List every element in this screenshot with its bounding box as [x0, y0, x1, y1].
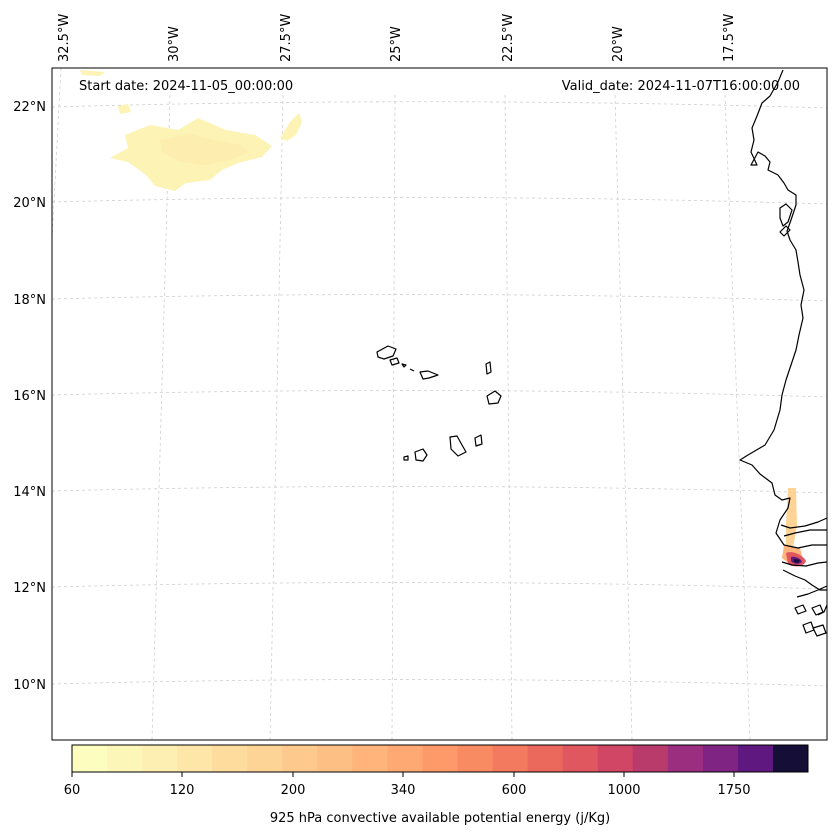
grid-lat-14	[51, 486, 828, 494]
colorbar-swatch	[772, 745, 809, 772]
island-santiago	[449, 435, 467, 457]
lat-label: 20°N	[13, 196, 46, 211]
lon-label: 17.5°W	[722, 14, 737, 62]
graticule	[51, 67, 828, 741]
colorbar-tick-label: 1750	[717, 783, 750, 798]
colorbar-tick-label: 120	[170, 783, 195, 798]
grid-lat-20	[51, 197, 828, 205]
cape-patch-east	[280, 113, 302, 141]
island-sao-nicolau	[409, 368, 439, 380]
colorbar-tick-label: 60	[64, 783, 81, 798]
cape-hotspot-core	[794, 559, 800, 563]
lat-label: 18°N	[13, 293, 46, 308]
colorbar-swatch	[142, 745, 178, 772]
lat-label: 22°N	[13, 100, 46, 115]
colorbar-tick-label: 340	[391, 783, 416, 798]
coast-dakhla-peninsula	[779, 203, 793, 227]
colorbar-swatch	[352, 745, 388, 772]
lon-labels: 32.5°W 30°W 27.5°W 25°W 22.5°W 20°W 17.5…	[57, 14, 737, 62]
lat-label: 10°N	[13, 678, 46, 693]
start-date-label: Start date: 2024-11-05_00:00:00	[79, 79, 293, 94]
valid-date-label: Valid_date: 2024-11-07T16:00:00.00	[562, 79, 800, 94]
colorbar-swatch	[597, 745, 634, 772]
lat-label: 14°N	[13, 485, 46, 500]
colorbar-swatch	[667, 745, 704, 772]
coast-dakhla-tip	[779, 225, 791, 237]
cape-patch-northwest	[80, 70, 105, 76]
colorbar-swatch	[107, 745, 143, 772]
lon-label: 22.5°W	[501, 14, 516, 62]
coast-guinea-bissau-1	[782, 569, 827, 591]
coastlines	[376, 69, 828, 637]
coast-africa-north	[739, 69, 827, 549]
island-maio	[474, 434, 483, 447]
coast-gambia-south	[783, 529, 827, 537]
colorbar-swatch	[527, 745, 564, 772]
colorbar-swatch	[632, 745, 669, 772]
coast-gambia-river	[780, 517, 828, 529]
grid-lat-10	[51, 679, 828, 687]
lon-label: 30°W	[167, 26, 182, 62]
coast-guinea-bissau-2	[796, 585, 828, 598]
grid-lon-32-5	[51, 67, 62, 241]
cape-patch-main-core	[160, 134, 250, 165]
colorbar-swatch	[247, 745, 283, 772]
colorbar-swatch	[702, 745, 739, 772]
island-santo-antao	[376, 345, 397, 360]
grid-lat-18	[51, 294, 828, 302]
cape-field	[80, 70, 806, 567]
island-santa-luzia	[401, 363, 407, 368]
colorbar-swatch	[492, 745, 529, 772]
colorbar-swatch	[457, 745, 494, 772]
island-boa-vista	[486, 390, 502, 405]
grid-lat-16	[51, 390, 828, 398]
island-brava	[403, 455, 409, 461]
coast-island-b4	[812, 624, 827, 637]
island-sal	[485, 361, 492, 375]
grid-lat-12	[51, 582, 828, 590]
island-sao-vicente	[389, 357, 400, 366]
colorbar-swatch	[72, 745, 108, 772]
cape-patch-small	[118, 104, 131, 114]
lon-label: 20°W	[611, 26, 626, 62]
colorbar-swatch	[387, 745, 423, 772]
coast-guinea	[817, 604, 828, 616]
lat-labels: 22°N 20°N 18°N 16°N 14°N 12°N 10°N	[13, 100, 46, 693]
coast-casamance	[781, 561, 828, 567]
colorbar-swatch	[282, 745, 318, 772]
island-fogo	[414, 448, 428, 462]
colorbar-tick-label: 600	[502, 783, 527, 798]
colorbar-swatch	[562, 745, 599, 772]
colorbar-swatch	[737, 745, 774, 772]
colorbar-tick-label: 200	[281, 783, 306, 798]
colorbar-tick-label: 1000	[607, 783, 640, 798]
colorbar-swatch	[212, 745, 248, 772]
colorbar-border	[71, 744, 809, 773]
colorbar-swatch	[317, 745, 353, 772]
grid-lat-22	[51, 101, 828, 109]
lat-label: 16°N	[13, 389, 46, 404]
map-border	[51, 67, 828, 741]
lat-label: 12°N	[13, 581, 46, 596]
colorbar-title: 925 hPa convective available potential e…	[270, 811, 610, 826]
colorbar-tick-labels: 60 120 200 340 600 1000 1750	[64, 783, 751, 798]
colorbar-swatch	[422, 745, 459, 772]
lon-label: 25°W	[389, 26, 404, 62]
lon-label: 32.5°W	[57, 14, 72, 62]
colorbar-ticks	[71, 772, 735, 777]
lon-label: 27.5°W	[279, 14, 294, 62]
colorbar-swatch	[177, 745, 213, 772]
colorbar	[72, 745, 809, 772]
coast-island-b1	[794, 604, 807, 615]
